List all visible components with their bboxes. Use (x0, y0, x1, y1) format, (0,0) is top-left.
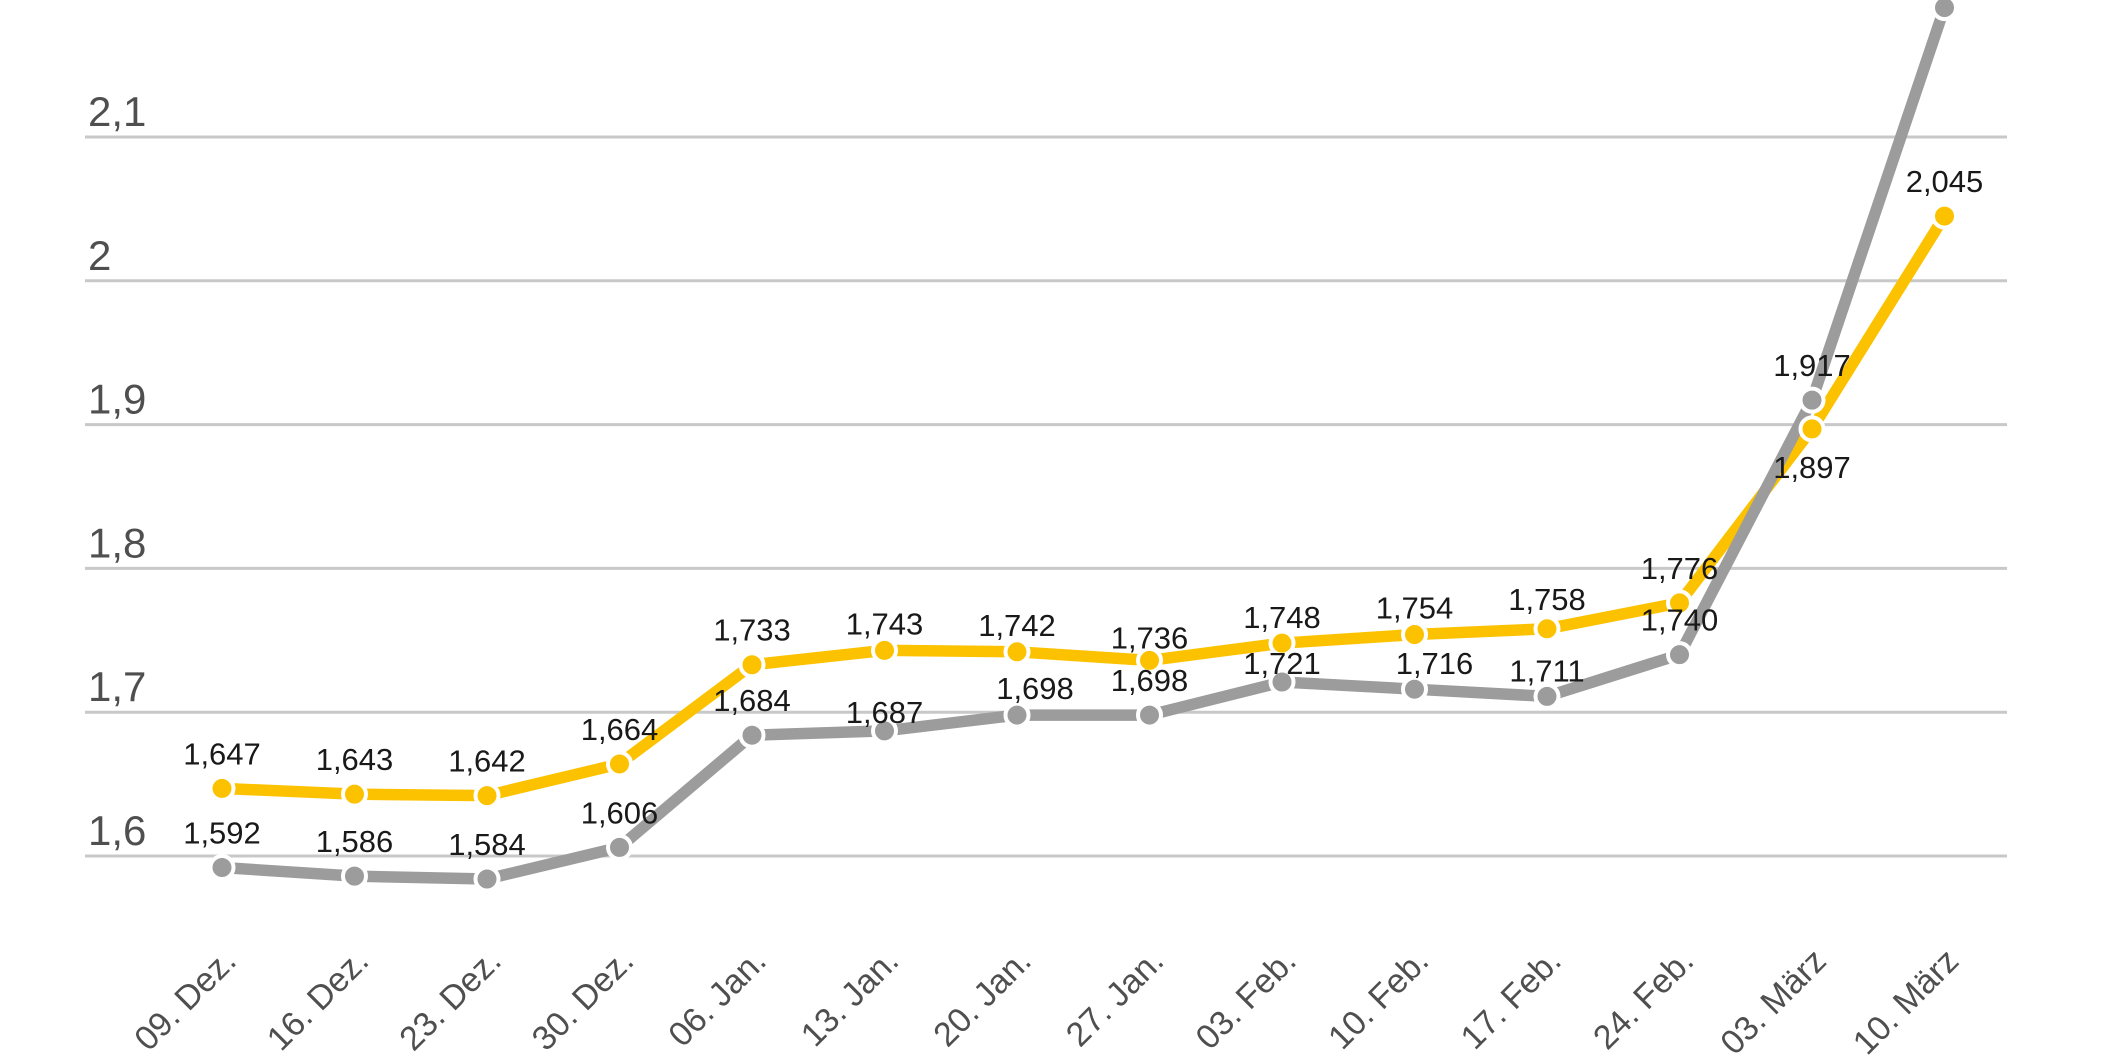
point-value-label: 1,711 (1509, 653, 1584, 688)
data-point-marker-lower-gray-line (1666, 641, 1693, 669)
data-point-marker-upper-yellow-line (1666, 589, 1693, 617)
x-tick-label: 30. Dez. (525, 942, 641, 1058)
point-value-label: 1,584 (448, 827, 526, 862)
point-value-label: 1,742 (978, 608, 1056, 643)
data-point-marker-lower-gray-line (1533, 682, 1561, 710)
series-line-upper-yellow-line (221, 213, 1950, 802)
data-point-marker-lower-gray-line (1401, 675, 1428, 703)
data-point-marker-lower-gray-line (738, 721, 766, 749)
y-tick-label: 1,8 (88, 519, 146, 566)
series-line-lower-gray-line (221, 5, 1950, 885)
data-point-marker-upper-yellow-line (1003, 638, 1031, 666)
data-point-marker-lower-gray-line (1136, 701, 1163, 729)
y-tick-label: 1,6 (88, 807, 146, 854)
point-value-label: 1,748 (1243, 600, 1321, 635)
point-value-label: 1,642 (448, 744, 526, 779)
point-value-label: 1,743 (846, 606, 924, 641)
data-point-marker-lower-gray-line (208, 854, 236, 882)
data-point-marker-lower-gray-line (606, 833, 633, 861)
x-tick-label: 23. Dez. (392, 942, 508, 1058)
data-point-marker-upper-yellow-line (1798, 415, 1826, 443)
x-tick-label: 06. Jan. (661, 942, 773, 1054)
x-tick-label: 13. Jan. (794, 942, 906, 1054)
point-value-label: 1,586 (316, 824, 394, 859)
data-point-marker-lower-gray-line (341, 862, 368, 890)
data-point-marker-upper-yellow-line (341, 780, 368, 808)
point-value-label: 1,754 (1376, 591, 1454, 626)
data-point-marker-upper-yellow-line (473, 782, 501, 810)
y-tick-label: 1,9 (88, 376, 146, 423)
data-point-marker-lower-gray-line (871, 717, 898, 745)
x-tick-label: 20. Jan. (926, 942, 1038, 1054)
point-value-label: 1,684 (713, 683, 791, 718)
y-tick-label: 1,7 (88, 663, 146, 710)
data-point-marker-upper-yellow-line (1136, 646, 1163, 674)
point-value-label: 1,733 (713, 613, 791, 648)
data-point-marker-upper-yellow-line (1268, 629, 1296, 657)
point-value-label: 1,687 (846, 695, 924, 730)
point-value-label: 1,606 (581, 795, 659, 830)
data-point-marker-lower-gray-line (1003, 701, 1031, 729)
point-value-label: 1,647 (183, 736, 261, 771)
point-value-label: 1,698 (996, 671, 1074, 706)
point-value-label: 1,721 (1243, 646, 1321, 681)
point-value-label: 2,045 (1906, 164, 1984, 199)
point-value-label: 1,643 (316, 742, 394, 777)
data-point-marker-upper-yellow-line (1931, 202, 1958, 230)
data-point-marker-upper-yellow-line (1533, 615, 1561, 643)
x-tick-label: 10. Feb. (1321, 942, 1436, 1057)
data-point-marker-lower-gray-line (1798, 386, 1826, 414)
data-point-marker-upper-yellow-line (871, 636, 898, 664)
point-value-label: 1,736 (1111, 620, 1189, 655)
data-point-marker-lower-gray-line (1931, 0, 1958, 22)
point-value-label: 1,758 (1508, 582, 1586, 617)
data-point-marker-upper-yellow-line (208, 774, 236, 802)
data-point-marker-lower-gray-line (473, 865, 501, 893)
point-value-label: 1,897 (1773, 450, 1851, 485)
point-value-label: 1,917 (1773, 348, 1851, 383)
x-tick-label: 09. Dez. (127, 942, 243, 1058)
data-point-marker-upper-yellow-line (606, 750, 633, 778)
x-tick-label: 27. Jan. (1059, 942, 1171, 1054)
y-tick-label: 2,1 (88, 88, 146, 135)
x-tick-label: 10. März (1846, 942, 1966, 1062)
point-value-label: 1,776 (1641, 551, 1719, 586)
x-tick-label: 03. Feb. (1189, 942, 1304, 1057)
data-point-marker-upper-yellow-line (738, 651, 766, 679)
point-value-label: 1,664 (581, 712, 659, 747)
data-point-marker-upper-yellow-line (1401, 621, 1428, 649)
data-point-marker-lower-gray-line (1268, 668, 1296, 696)
x-tick-label: 24. Feb. (1586, 942, 1701, 1057)
point-value-label: 1,698 (1111, 663, 1189, 698)
x-tick-label: 03. März (1713, 942, 1833, 1062)
y-tick-label: 2 (88, 232, 111, 279)
x-tick-label: 17. Feb. (1454, 942, 1569, 1057)
x-tick-label: 16. Dez. (260, 942, 376, 1058)
point-value-label: 1,716 (1396, 646, 1474, 681)
point-value-label: 1,740 (1641, 603, 1719, 638)
point-value-label: 1,592 (183, 816, 261, 851)
